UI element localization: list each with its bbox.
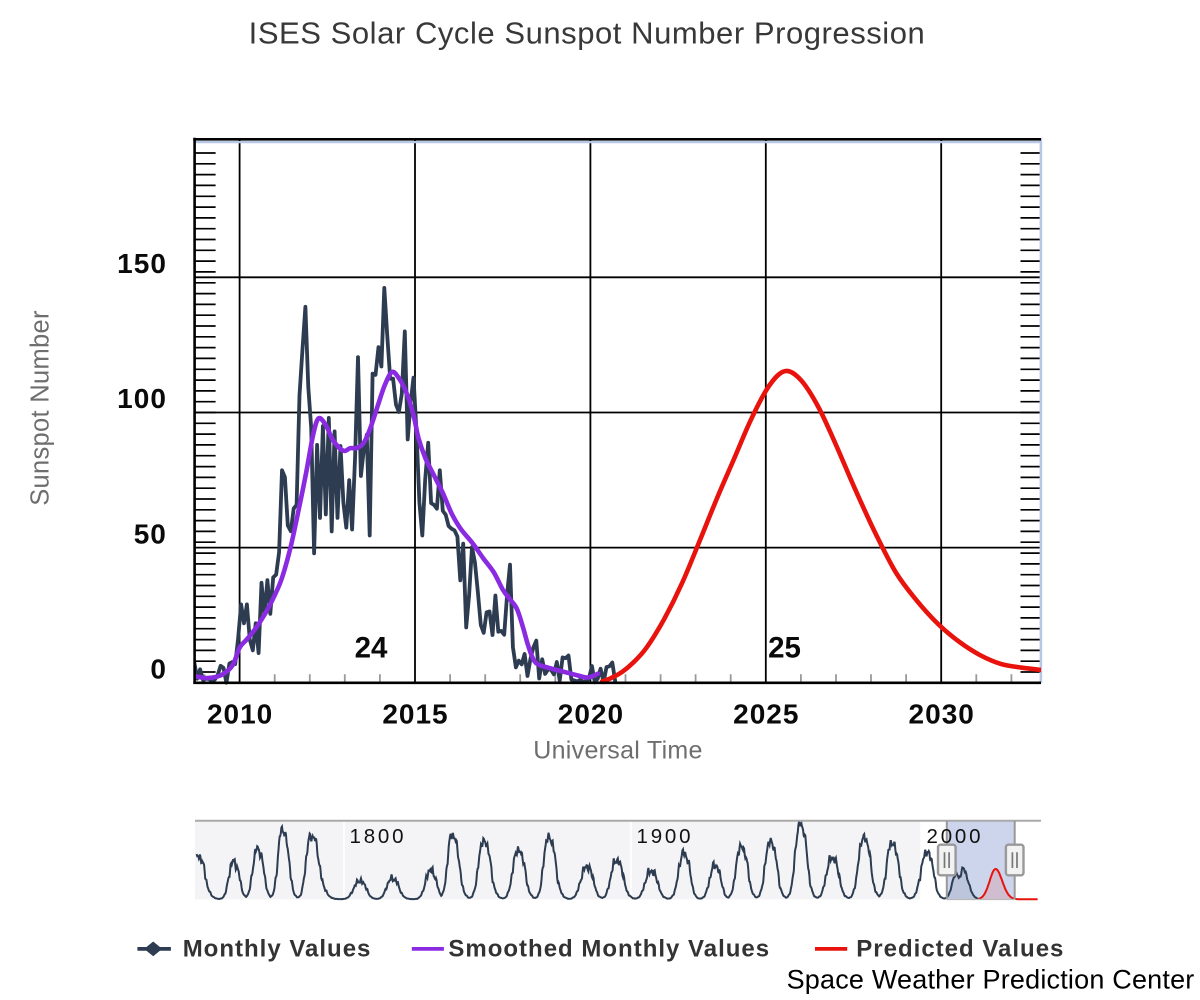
svg-text:Universal Time: Universal Time (533, 737, 703, 765)
svg-text:2020: 2020 (558, 699, 624, 730)
svg-text:24: 24 (355, 632, 388, 665)
svg-text:2010: 2010 (207, 699, 273, 730)
svg-text:Space Weather Prediction Cente: Space Weather Prediction Center (787, 965, 1195, 995)
svg-text:Predicted Values: Predicted Values (856, 935, 1064, 962)
svg-text:2015: 2015 (382, 699, 448, 730)
svg-text:2025: 2025 (733, 699, 799, 730)
svg-text:1900: 1900 (637, 825, 694, 848)
svg-text:100: 100 (117, 383, 167, 414)
svg-text:25: 25 (768, 632, 801, 665)
svg-text:0: 0 (150, 654, 167, 685)
svg-text:2000: 2000 (927, 825, 984, 848)
svg-text:ISES Solar Cycle Sunspot Numbe: ISES Solar Cycle Sunspot Number Progress… (249, 16, 926, 51)
svg-text:50: 50 (134, 518, 167, 549)
svg-text:1800: 1800 (350, 825, 407, 848)
svg-text:Monthly Values: Monthly Values (183, 935, 372, 962)
svg-text:150: 150 (117, 248, 167, 279)
svg-text:Sunspot Number: Sunspot Number (27, 310, 55, 506)
svg-text:Smoothed Monthly Values: Smoothed Monthly Values (448, 935, 770, 962)
svg-text:2030: 2030 (909, 699, 975, 730)
